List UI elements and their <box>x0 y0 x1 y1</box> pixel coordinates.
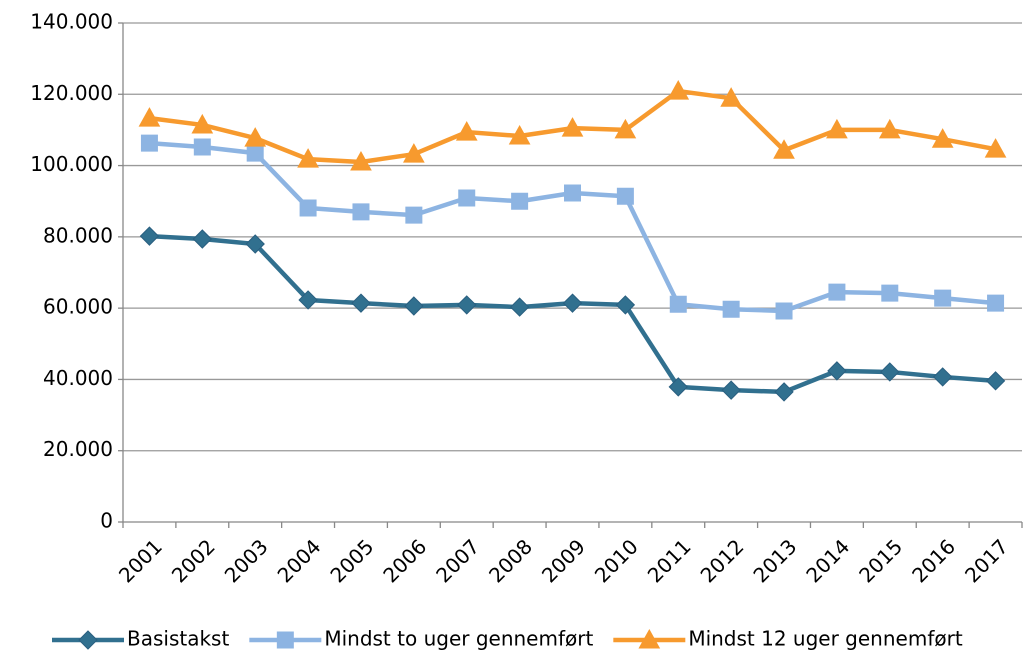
x-tick-label: 2015 <box>854 534 907 587</box>
data-point <box>509 297 530 317</box>
data-point <box>245 234 265 254</box>
data-point <box>931 128 954 148</box>
data-point <box>139 226 160 246</box>
x-tick-label: 2016 <box>907 534 960 587</box>
data-point <box>828 283 846 301</box>
x-tick-label: 2008 <box>484 534 537 587</box>
data-point <box>352 203 370 221</box>
data-point <box>827 361 847 381</box>
data-point <box>562 293 583 313</box>
legend-label: Mindst to uger gennemført <box>324 627 593 651</box>
data-point <box>984 138 1007 158</box>
x-tick-label: 2006 <box>378 534 431 587</box>
x-tick-label: 2004 <box>273 534 326 587</box>
x-tick-label: 2013 <box>748 534 801 587</box>
data-point <box>140 134 158 152</box>
data-point <box>722 300 740 318</box>
data-point <box>985 371 1006 391</box>
legend-label: Basistakst <box>127 627 229 651</box>
data-point <box>773 139 795 159</box>
data-point <box>934 289 952 307</box>
series-line <box>149 233 996 395</box>
data-point <box>564 184 581 202</box>
x-tick-label: 2009 <box>537 534 590 587</box>
data-point <box>932 367 953 387</box>
data-point <box>616 187 634 205</box>
data-point <box>561 117 584 137</box>
y-tick-label: 60.000 <box>43 295 113 319</box>
legend-marker <box>638 628 661 649</box>
data-point <box>246 144 264 162</box>
data-point <box>191 113 214 134</box>
y-tick-label: 40.000 <box>43 366 113 390</box>
series-line <box>149 140 996 314</box>
data-point <box>669 295 687 313</box>
data-point <box>455 121 478 141</box>
data-point <box>511 192 529 210</box>
data-point <box>720 87 742 107</box>
y-tick-label: 20.000 <box>43 437 113 461</box>
legend-marker <box>276 631 294 649</box>
data-point <box>615 295 636 315</box>
data-point <box>721 380 741 400</box>
x-tick-label: 2001 <box>114 534 167 587</box>
data-point <box>404 296 424 316</box>
data-point <box>244 127 267 147</box>
x-tick-label: 2012 <box>696 534 749 587</box>
data-point <box>298 290 318 310</box>
data-point <box>614 118 637 139</box>
data-point <box>774 382 794 402</box>
data-point <box>351 293 371 313</box>
data-point <box>458 189 476 207</box>
data-point <box>987 294 1005 312</box>
data-point <box>299 199 317 217</box>
x-tick-label: 2002 <box>167 534 220 587</box>
data-point <box>508 124 531 145</box>
data-point <box>878 118 901 139</box>
data-point <box>403 143 425 163</box>
x-tick-label: 2003 <box>220 534 273 587</box>
data-point <box>297 148 319 168</box>
y-tick-label: 120.000 <box>30 81 113 105</box>
data-point <box>193 138 211 156</box>
data-point <box>138 107 161 127</box>
y-tick-label: 100.000 <box>30 152 113 176</box>
data-point <box>826 118 848 139</box>
y-tick-label: 80.000 <box>43 223 113 247</box>
legend: Basistakst Mindst to uger gennemført Minds… <box>52 627 963 651</box>
legend-label: Mindst 12 uger gennemført <box>688 627 963 651</box>
x-tick-label: 2017 <box>960 534 1013 587</box>
legend-marker <box>78 630 98 650</box>
x-tick-label: 2014 <box>801 534 854 587</box>
y-tick-label: 0 <box>100 509 113 533</box>
data-point <box>192 229 213 249</box>
data-point <box>667 80 690 100</box>
y-tick-label: 140.000 <box>30 10 113 34</box>
x-tick-label: 2010 <box>590 534 643 587</box>
data-point <box>881 284 899 302</box>
data-point <box>405 206 423 224</box>
data-point <box>775 302 793 320</box>
data-point <box>350 150 372 171</box>
x-tick-label: 2005 <box>325 534 378 587</box>
data-point <box>880 362 900 382</box>
data-point <box>457 295 477 315</box>
x-tick-label: 2007 <box>431 534 484 587</box>
data-point <box>668 377 688 397</box>
x-tick-label: 2011 <box>643 534 696 587</box>
